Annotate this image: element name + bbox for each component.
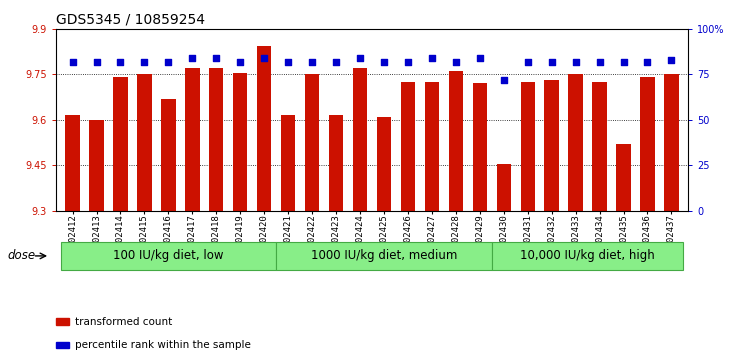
Bar (209, 68, 223, 211)
Point (211, 55, 222, 61)
Text: transformed count: transformed count (75, 317, 173, 327)
Text: 100 IU/kg diet, low: 100 IU/kg diet, low (113, 249, 224, 262)
Point (258, 55, 270, 61)
Point (618, 59, 629, 65)
Bar (276, 242, 492, 270)
Text: 10,000 IU/kg diet, high: 10,000 IU/kg diet, high (520, 249, 655, 262)
Point (234, 59, 246, 65)
Bar (376, 117, 391, 211)
Bar (449, 72, 463, 211)
Point (450, 59, 462, 65)
Point (282, 59, 294, 65)
Bar (137, 74, 152, 211)
Text: GDS5345 / 10859254: GDS5345 / 10859254 (56, 12, 205, 26)
Point (665, 57, 677, 63)
Bar (521, 82, 535, 211)
Bar (60, 242, 276, 270)
Point (307, 59, 318, 65)
Text: percentile rank within the sample: percentile rank within the sample (75, 340, 251, 350)
Bar (401, 82, 415, 211)
Bar (233, 73, 248, 211)
Point (641, 59, 653, 65)
Bar (492, 242, 684, 270)
Bar (545, 81, 559, 211)
Bar (161, 99, 176, 211)
Bar (65, 115, 80, 211)
Bar (89, 120, 103, 211)
Bar (568, 74, 583, 211)
Point (115, 59, 126, 65)
Bar (425, 82, 439, 211)
Bar (496, 164, 511, 211)
Bar (185, 68, 199, 211)
Point (67, 59, 79, 65)
Point (545, 59, 557, 65)
Bar (592, 82, 607, 211)
Bar (664, 74, 679, 211)
Point (162, 59, 174, 65)
Point (402, 59, 414, 65)
Point (594, 59, 606, 65)
Bar (616, 144, 631, 211)
Bar (113, 77, 128, 211)
Text: dose: dose (7, 249, 36, 262)
Point (474, 55, 486, 61)
Point (91, 59, 103, 65)
Point (330, 59, 342, 65)
Point (426, 55, 437, 61)
Bar (281, 115, 295, 211)
Point (570, 59, 582, 65)
Point (354, 55, 366, 61)
Bar (472, 83, 487, 211)
Bar (329, 115, 343, 211)
Bar (353, 68, 368, 211)
Point (522, 59, 533, 65)
Bar (305, 74, 319, 211)
Text: 1000 IU/kg diet, medium: 1000 IU/kg diet, medium (311, 249, 457, 262)
Bar (641, 77, 655, 211)
Bar (257, 46, 272, 211)
Point (378, 59, 390, 65)
Point (187, 55, 199, 61)
Point (138, 59, 150, 65)
Point (498, 77, 510, 83)
